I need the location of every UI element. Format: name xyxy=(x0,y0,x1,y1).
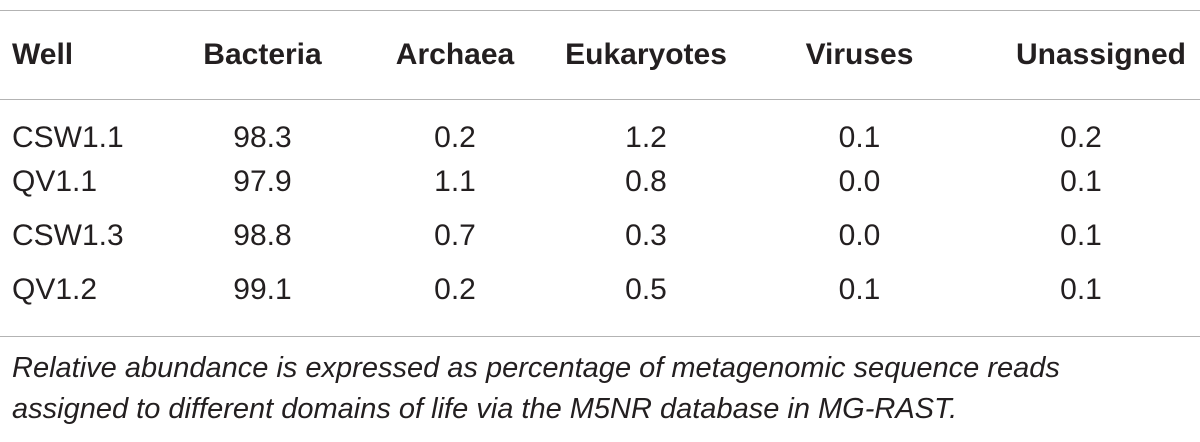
footnote-line: assigned to different domains of life vi… xyxy=(12,393,958,425)
cell-well: QV1.1 xyxy=(12,165,98,198)
cell-archaea: 1.1 xyxy=(434,165,476,198)
table-row: QV1.1 97.9 1.1 0.8 0.0 0.1 xyxy=(0,155,1200,209)
cell-bacteria: 98.3 xyxy=(233,121,292,154)
footnote-line: Relative abundance is expressed as perce… xyxy=(12,352,1060,384)
cell-bacteria: 99.1 xyxy=(233,273,292,306)
cell-viruses: 0.1 xyxy=(838,121,881,154)
table-header-row: Well Bacteria Archaea Eukaryotes Viruses… xyxy=(0,11,1200,99)
cell-archaea: 0.2 xyxy=(434,121,476,154)
cell-bacteria: 97.9 xyxy=(233,165,292,198)
cell-unassigned: 0.1 xyxy=(1060,219,1102,252)
abundance-table: Well Bacteria Archaea Eukaryotes Viruses… xyxy=(0,11,1200,317)
cell-unassigned: 0.2 xyxy=(1060,121,1102,154)
cell-eukaryotes: 0.3 xyxy=(625,219,667,252)
cell-viruses: 0.1 xyxy=(838,273,881,306)
cell-eukaryotes: 0.8 xyxy=(625,165,667,198)
header-rule xyxy=(0,99,1200,100)
top-rule xyxy=(0,10,1200,11)
cell-unassigned: 0.1 xyxy=(1060,273,1102,306)
header-bacteria: Bacteria xyxy=(203,38,322,71)
cell-eukaryotes: 1.2 xyxy=(625,121,667,154)
cell-bacteria: 98.8 xyxy=(233,219,292,252)
header-viruses: Viruses xyxy=(805,38,914,71)
cell-well: QV1.2 xyxy=(12,273,98,306)
cell-archaea: 0.7 xyxy=(434,219,476,252)
cell-unassigned: 0.1 xyxy=(1060,165,1102,198)
cell-viruses: 0.0 xyxy=(838,219,881,252)
header-archaea: Archaea xyxy=(395,38,515,71)
header-well: Well xyxy=(12,38,74,71)
header-eukaryotes: Eukaryotes xyxy=(565,38,727,71)
table-row: CSW1.1 98.3 0.2 1.2 0.1 0.2 xyxy=(0,99,1200,155)
cell-archaea: 0.2 xyxy=(434,273,476,306)
header-unassigned: Unassigned xyxy=(1015,38,1186,71)
bottom-rule xyxy=(0,336,1200,337)
table-row: CSW1.3 98.8 0.7 0.3 0.0 0.1 xyxy=(0,209,1200,263)
table-footnote: Relative abundance is expressed as perce… xyxy=(12,348,1192,430)
cell-viruses: 0.0 xyxy=(838,165,881,198)
cell-eukaryotes: 0.5 xyxy=(625,273,667,306)
table-row: QV1.2 99.1 0.2 0.5 0.1 0.1 xyxy=(0,263,1200,317)
cell-well: CSW1.3 xyxy=(12,219,124,252)
cell-well: CSW1.1 xyxy=(12,121,124,154)
